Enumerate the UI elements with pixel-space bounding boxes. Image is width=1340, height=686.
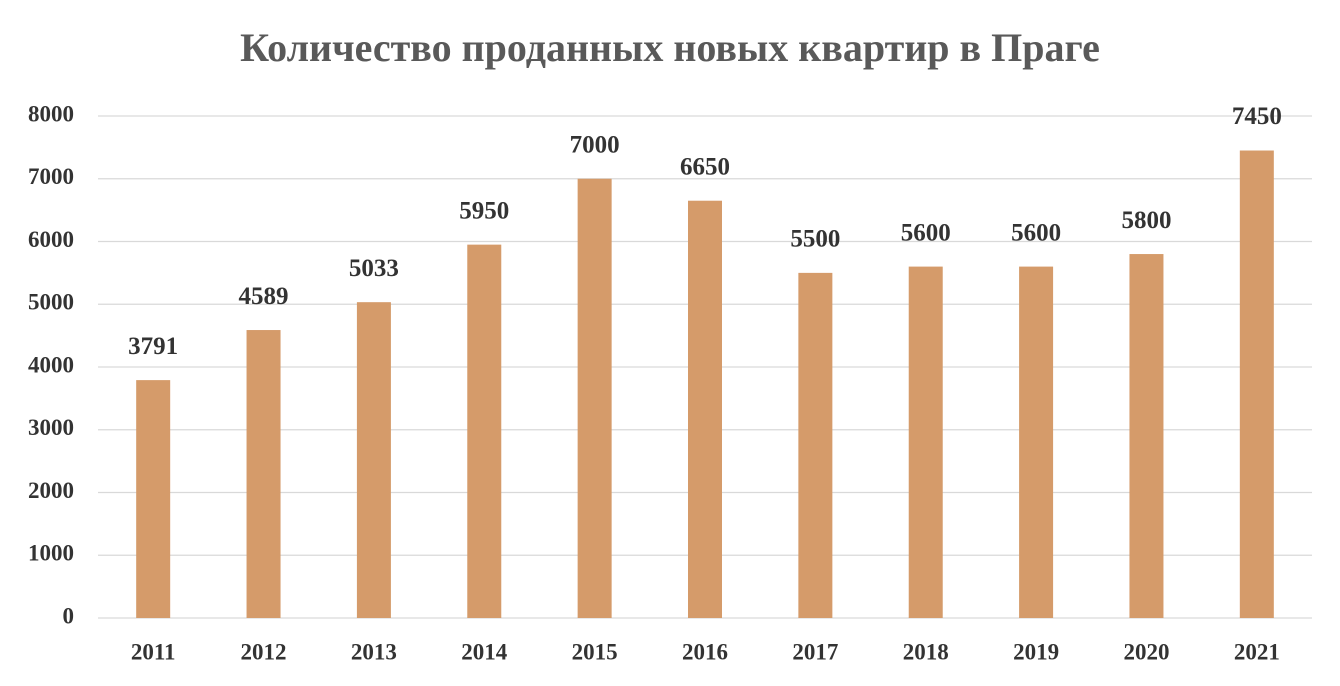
x-tick-label: 2015 (572, 639, 618, 664)
y-tick-label: 7000 (28, 164, 74, 189)
bar (908, 266, 943, 618)
x-tick-label: 2021 (1234, 639, 1280, 664)
bar (688, 200, 722, 618)
data-label: 5800 (1121, 207, 1171, 234)
data-label: 5500 (790, 226, 840, 253)
bar (356, 302, 391, 618)
x-tick-label: 2018 (903, 639, 949, 664)
x-tick-label: 2011 (131, 639, 176, 664)
y-tick-label: 4000 (28, 352, 74, 377)
y-tick-label: 3000 (28, 415, 74, 440)
x-tick-label: 2017 (792, 639, 838, 664)
data-label: 5600 (1011, 219, 1061, 246)
y-tick-label: 1000 (28, 541, 74, 566)
bar (136, 380, 171, 618)
bar (798, 272, 833, 618)
data-label: 7450 (1232, 103, 1282, 130)
y-tick-label: 2000 (28, 478, 74, 503)
data-label: 5600 (901, 219, 951, 246)
bar (246, 330, 281, 618)
data-label: 5033 (349, 255, 399, 282)
y-tick-label: 5000 (28, 290, 74, 315)
x-tick-label: 2012 (241, 639, 287, 664)
data-label: 4589 (239, 283, 289, 310)
y-tick-label: 0 (63, 603, 75, 628)
x-tick-label: 2014 (461, 639, 508, 664)
bar (467, 244, 502, 618)
bar (1019, 266, 1054, 618)
data-label: 3791 (128, 333, 178, 360)
y-tick-label: 6000 (28, 227, 74, 252)
x-tick-label: 2016 (682, 639, 728, 664)
bar (1239, 150, 1274, 618)
data-label: 7000 (570, 131, 620, 158)
bar (1129, 254, 1164, 619)
data-label: 5950 (459, 197, 509, 224)
chart-title: Количество проданных новых квартир в Пра… (240, 25, 1100, 70)
x-tick-label: 2013 (351, 639, 397, 664)
y-tick-label: 8000 (28, 101, 74, 126)
x-tick-label: 2019 (1013, 639, 1059, 664)
x-tick-label: 2020 (1123, 639, 1169, 664)
data-label: 6650 (680, 153, 730, 180)
bar (577, 178, 612, 618)
